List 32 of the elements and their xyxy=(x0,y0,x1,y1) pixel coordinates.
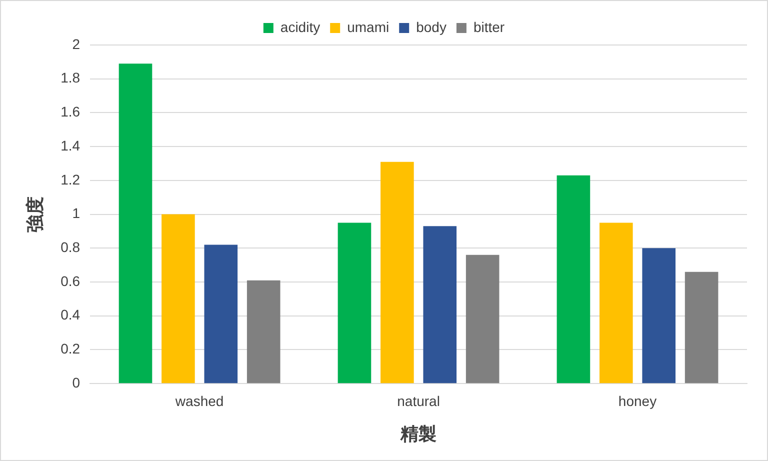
y-tick-label: 1.8 xyxy=(60,70,80,86)
y-tick-label: 0.8 xyxy=(60,239,80,256)
bar xyxy=(556,175,590,384)
bar xyxy=(246,280,280,384)
y-tick-label: 0.6 xyxy=(60,272,80,289)
x-tick-label: natural xyxy=(397,392,440,409)
legend-label: bitter xyxy=(473,18,505,35)
bar xyxy=(118,64,152,384)
y-tick-label: 1.4 xyxy=(60,137,80,154)
legend-label: body xyxy=(416,18,446,35)
y-tick-label: 0.2 xyxy=(60,340,80,357)
bar xyxy=(380,162,414,384)
x-tick-label: washed xyxy=(174,392,224,409)
bar xyxy=(162,214,195,384)
y-tick-label: 0.4 xyxy=(60,306,80,323)
x-axis-title: 精製 xyxy=(400,424,437,444)
legend-label: acidity xyxy=(280,18,320,35)
bar xyxy=(600,222,633,384)
bar xyxy=(204,244,238,384)
bar xyxy=(423,226,457,384)
bar xyxy=(642,248,676,384)
bar xyxy=(684,272,718,384)
bar xyxy=(338,222,372,384)
y-tick-label: 0 xyxy=(72,374,80,390)
y-tick-label: 1.6 xyxy=(60,104,80,120)
legend-label: umami xyxy=(347,18,390,35)
y-tick-label: 1.2 xyxy=(60,171,80,188)
y-tick-label: 1 xyxy=(72,205,80,222)
y-tick-label: 2 xyxy=(72,36,80,52)
bar xyxy=(466,254,500,384)
x-tick-label: honey xyxy=(618,392,657,409)
y-axis-title: 強度 xyxy=(24,196,45,232)
